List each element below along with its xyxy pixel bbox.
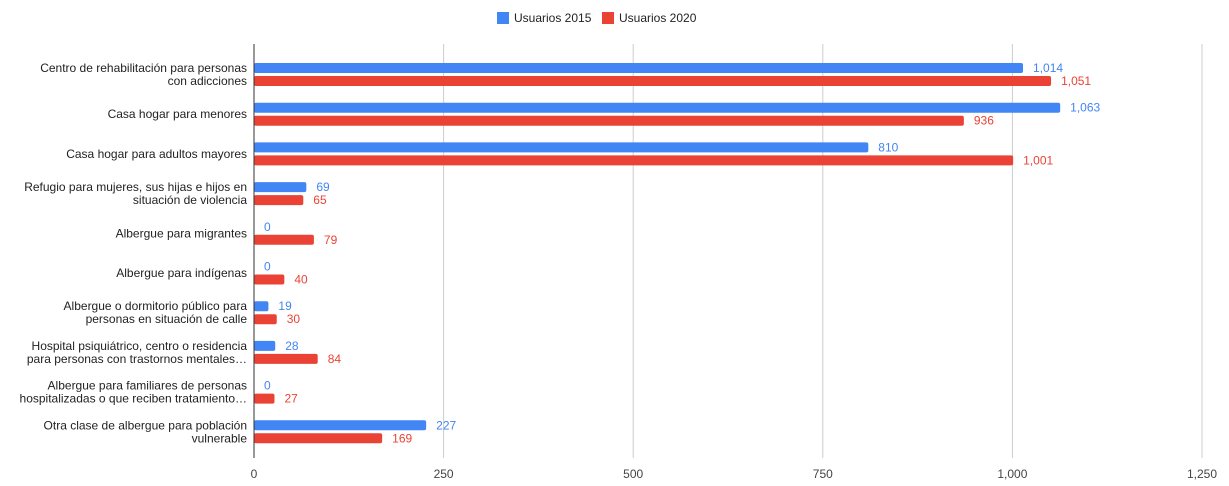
x-axis-ticks: 0 250 500 750 1,000 1,250 (251, 467, 1218, 481)
category-label: Albergue para indígenas (116, 266, 247, 280)
category-label: Centro de rehabilitación para personas (40, 61, 247, 75)
bar-value-label: 169 (392, 431, 412, 445)
bar (254, 314, 277, 325)
bar (254, 102, 1061, 113)
bar (254, 115, 964, 126)
category-label: con adicciones (168, 74, 247, 88)
bar (254, 195, 304, 206)
bar (254, 393, 275, 404)
bar-value-label: 84 (328, 352, 342, 366)
bar-value-label: 936 (974, 114, 994, 128)
bar-value-label: 19 (278, 299, 292, 313)
category-label: Albergue para familiares de personas (48, 379, 247, 393)
bar (254, 155, 1014, 166)
x-tick-label: 500 (623, 467, 643, 481)
category-label: para personas con trastornos mentales… (27, 352, 247, 366)
legend-label: Usuarios 2015 (514, 11, 592, 25)
bar (254, 301, 269, 312)
bar (254, 63, 1024, 73)
bar-value-label: 69 (316, 180, 330, 194)
bar-value-label: 810 (878, 140, 898, 154)
bar-value-label: 65 (313, 193, 327, 207)
gridlines (443, 44, 1203, 458)
bar-value-label: 30 (287, 312, 301, 326)
bar (254, 142, 869, 153)
category-label: Otra clase de albergue para población (44, 418, 247, 432)
bar (254, 182, 307, 193)
legend-swatch (497, 12, 509, 24)
category-label: Casa hogar para adultos mayores (66, 147, 247, 161)
category-label: Hospital psiquiátrico, centro o residenc… (32, 339, 248, 353)
category-label: Albergue o dormitorio público para (64, 299, 248, 313)
bar-value-label: 1,063 (1070, 101, 1100, 115)
bar-value-label: 0 (264, 220, 271, 234)
bar-value-label: 1,051 (1061, 74, 1091, 88)
bar-value-label: 1,014 (1033, 61, 1063, 75)
category-label: hospitalizadas o que reciben tratamiento… (20, 392, 247, 406)
legend: Usuarios 2015 Usuarios 2020 (497, 11, 697, 25)
category-label: Casa hogar para menores (108, 107, 247, 121)
x-tick-label: 250 (434, 467, 454, 481)
x-tick-label: 0 (251, 467, 258, 481)
bar (254, 353, 318, 364)
bar (254, 274, 285, 285)
bar-value-label: 27 (284, 392, 298, 406)
category-label: Refugio para mujeres, sus hijas e hijos … (24, 180, 247, 194)
bar (254, 420, 427, 431)
bar-value-label: 0 (264, 379, 271, 393)
x-tick-label: 750 (813, 467, 833, 481)
bar-value-label: 227 (436, 418, 456, 432)
category-label: vulnerable (192, 431, 248, 445)
bar-value-label: 79 (324, 233, 338, 247)
bar (254, 433, 383, 444)
legend-label: Usuarios 2020 (619, 11, 697, 25)
bar (254, 234, 314, 245)
category-label: Albergue para migrantes (116, 226, 247, 240)
category-labels: Centro de rehabilitación para personasco… (20, 61, 248, 445)
x-tick-label: 1,000 (997, 467, 1027, 481)
bar (254, 340, 276, 351)
bar-value-label: 1,001 (1023, 153, 1053, 167)
x-tick-label: 1,250 (1187, 467, 1217, 481)
bar-value-label: 40 (294, 273, 308, 287)
legend-swatch (602, 12, 614, 24)
bar (254, 76, 1052, 86)
category-label: situación de violencia (133, 193, 247, 207)
bar-value-label: 28 (285, 339, 299, 353)
category-label: personas en situación de calle (86, 312, 248, 326)
bar-value-label: 0 (264, 260, 271, 274)
